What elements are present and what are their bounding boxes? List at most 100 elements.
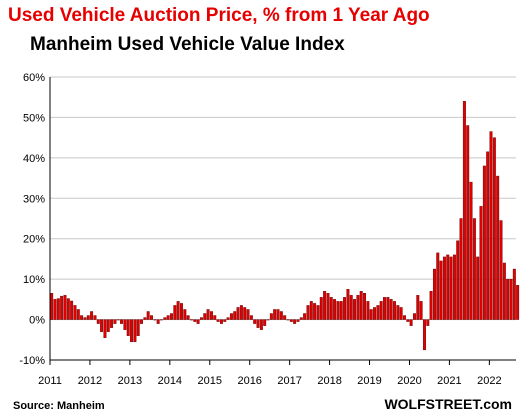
bar — [269, 313, 273, 320]
bar — [126, 319, 130, 336]
bar — [249, 315, 253, 320]
bar — [492, 137, 496, 320]
bar — [469, 181, 473, 320]
bar — [363, 293, 367, 320]
x-tick-label: 2015 — [198, 375, 222, 387]
bar — [456, 240, 460, 320]
bar — [50, 293, 54, 320]
bar — [146, 311, 150, 320]
bar — [373, 307, 376, 320]
bar — [136, 319, 140, 336]
y-tick-label: 20% — [23, 234, 45, 246]
source-note: Source: Manheim — [13, 400, 105, 412]
bar — [316, 305, 320, 320]
bar — [466, 125, 470, 320]
bar — [309, 301, 313, 320]
bar — [199, 317, 203, 320]
x-tick-label: 2013 — [118, 375, 142, 387]
bar — [303, 313, 307, 320]
bar — [323, 291, 327, 320]
bar — [239, 305, 243, 320]
bar — [509, 278, 513, 320]
bar — [56, 298, 60, 320]
bar — [90, 311, 94, 320]
x-tick-label: 2018 — [317, 375, 341, 387]
bar — [442, 256, 446, 320]
bar — [512, 268, 516, 320]
bar — [479, 206, 483, 320]
bar — [259, 319, 263, 330]
bar — [283, 315, 287, 320]
bar — [223, 319, 227, 322]
bar — [346, 289, 350, 320]
bar — [123, 319, 127, 330]
bar — [299, 317, 303, 320]
bar — [70, 300, 74, 320]
bar — [186, 315, 190, 320]
x-tick-label: 2012 — [78, 375, 102, 387]
bar — [86, 315, 90, 320]
bar — [213, 315, 217, 320]
bar — [313, 303, 317, 320]
bar — [389, 299, 393, 320]
x-tick-label: 2017 — [277, 375, 301, 387]
bar — [236, 307, 240, 320]
bar — [459, 218, 463, 320]
bar — [133, 319, 137, 343]
bar — [286, 319, 290, 321]
bar — [226, 317, 230, 320]
bar — [396, 305, 400, 320]
y-tick-label: 10% — [23, 274, 45, 286]
bar — [80, 315, 84, 320]
bar — [180, 303, 183, 320]
brand-logo-text: WOLFSTREET.com — [384, 396, 512, 412]
bar — [403, 315, 406, 320]
bar — [439, 260, 443, 320]
bar — [486, 151, 490, 320]
bar — [353, 299, 357, 320]
bar — [413, 313, 416, 320]
bar — [393, 301, 396, 320]
bar — [506, 278, 510, 320]
bar — [359, 291, 363, 320]
bar — [339, 301, 343, 320]
x-tick-label: 2020 — [397, 375, 421, 387]
bar — [216, 319, 220, 322]
bar — [472, 218, 476, 320]
bar — [173, 305, 177, 320]
bar — [253, 319, 257, 324]
bar — [276, 309, 280, 320]
bar — [496, 175, 500, 320]
bar — [279, 311, 283, 320]
bar — [93, 315, 97, 320]
bar — [100, 319, 104, 332]
bar — [343, 297, 347, 320]
x-tick-label: 2014 — [158, 375, 182, 387]
bar — [150, 315, 153, 320]
bar — [189, 319, 193, 321]
bar — [336, 301, 340, 320]
bar — [293, 319, 297, 324]
bar — [436, 252, 440, 320]
bar — [432, 268, 436, 320]
bar — [499, 220, 503, 320]
bar — [426, 319, 430, 326]
bar — [406, 319, 410, 322]
bar — [399, 307, 403, 320]
bar — [203, 313, 207, 320]
bar — [106, 319, 110, 332]
bar — [183, 309, 187, 320]
bar — [76, 309, 80, 320]
bar — [110, 319, 114, 328]
bar — [170, 313, 173, 320]
bar — [329, 297, 333, 320]
y-tick-label: 50% — [23, 112, 45, 124]
bar — [296, 319, 300, 322]
bar — [83, 317, 87, 320]
bar — [502, 262, 506, 320]
x-tick-label: 2011 — [38, 375, 62, 387]
bar — [160, 319, 163, 321]
bar — [219, 319, 223, 324]
bar — [379, 301, 383, 320]
